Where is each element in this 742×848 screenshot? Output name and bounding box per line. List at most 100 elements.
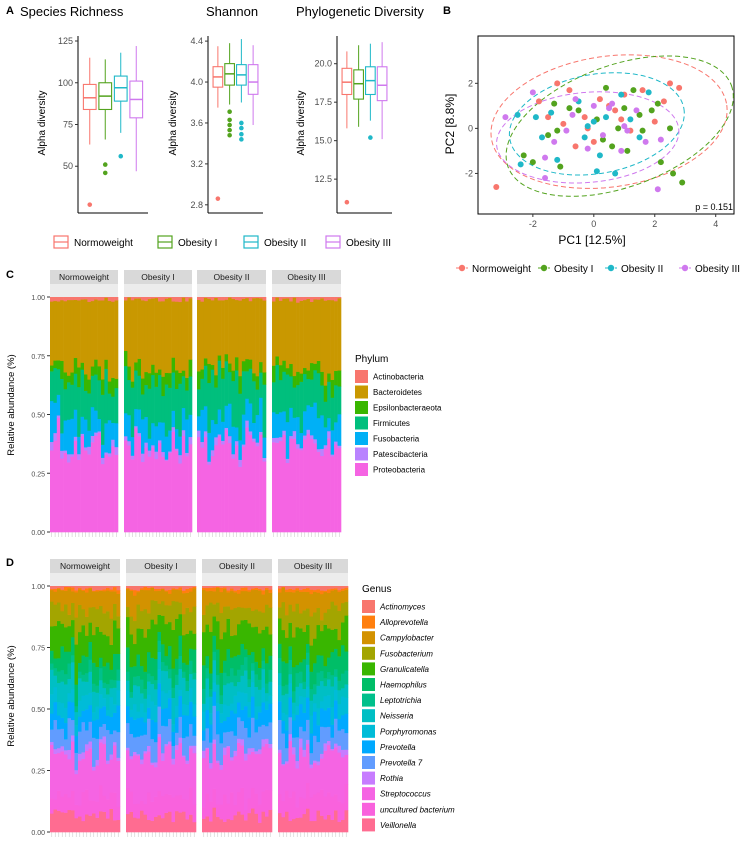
- genus-facet-obesity-i-segment-veillonella: [161, 818, 165, 833]
- genus-facet-normoweight-segment-alloprevotella: [95, 589, 100, 592]
- genus-facet-obesity-i-segment-campylobacter: [150, 587, 155, 601]
- genus-facet-normoweight-segment-neisseria: [57, 682, 61, 702]
- genus-facet-normoweight-segment-alloprevotella: [81, 589, 86, 591]
- genus-facet-obesity-iii-segment-veillonella: [313, 820, 317, 833]
- genus-facet-obesity-ii-segment-uncultured-bacterium: [216, 804, 220, 818]
- genus-facet-obesity-ii-segment-rothia: [216, 760, 220, 764]
- genus-facet-obesity-ii-segment-prevotella-7: [261, 724, 266, 740]
- genus-facet-obesity-ii-segment-rothia: [247, 748, 252, 755]
- genus-facet-obesity-iii-segment-fusobacterium: [313, 612, 317, 639]
- genus-facet-obesity-ii-segment-streptococcus: [209, 768, 213, 802]
- genus-facet-obesity-iii-segment-rothia: [295, 760, 300, 769]
- phylum-facet-obesity-ii-segment-bacteroidetes: [262, 300, 267, 373]
- genus-facet-obesity-iii-segment-alloprevotella: [292, 589, 296, 593]
- genus-facet-obesity-i-segment-rothia: [126, 747, 130, 751]
- genus-facet-obesity-i-segment-rothia: [189, 745, 193, 749]
- phylum-facet-obesity-ii-segment-proteobacteria: [234, 445, 239, 533]
- phylum-legend-label-actinobacteria: Actinobacteria: [373, 373, 424, 382]
- phylum-facet-obesity-iii-segment-firmicutes: [278, 379, 283, 413]
- genus-legend-key-campylobacter: [362, 631, 375, 645]
- genus-facet-normoweight-segment-porphyromonas: [106, 709, 110, 716]
- genus-facet-obesity-iii-segment-campylobacter: [288, 591, 293, 605]
- genus-facet-obesity-iii-strip-label: Obesity III: [294, 561, 332, 571]
- phylum-facet-obesity-i-segment-patescibacteria: [164, 459, 169, 461]
- genus-facet-obesity-iii-segment-actinomyces: [295, 586, 300, 589]
- genus-facet-normoweight-segment-rothia: [74, 769, 79, 775]
- genus-facet-normoweight-segment-prevotella-7: [116, 731, 121, 758]
- genus-facet-obesity-i-segment-leptotrichia: [185, 680, 190, 692]
- phylum-facet-obesity-i-segment-epsilonbacteraeota: [124, 350, 128, 367]
- genus-facet-normoweight-segment-granulicatella: [71, 619, 75, 638]
- phylum-facet-obesity-i-segment-proteobacteria: [134, 427, 138, 533]
- genus-facet-obesity-ii-segment-campylobacter: [230, 590, 234, 610]
- phylum-facet-obesity-i-segment-proteobacteria: [168, 452, 172, 533]
- genus-facet-obesity-i-segment-haemophilus: [129, 666, 134, 693]
- genus-facet-obesity-iii-segment-alloprevotella: [320, 590, 324, 595]
- genus-facet-obesity-ii-segment-campylobacter: [216, 587, 220, 603]
- genus-legend-label-prevotella: Prevotella: [380, 743, 416, 752]
- genus-facet-obesity-i-segment-veillonella: [171, 821, 176, 833]
- phylum-facet-obesity-ii-segment-patescibacteria: [197, 430, 201, 438]
- phylum-facet-obesity-iii-segment-firmicutes: [306, 378, 311, 406]
- genus-facet-obesity-iii-segment-haemophilus: [285, 662, 289, 685]
- phylum-facet-obesity-iii-segment-patescibacteria: [296, 443, 300, 449]
- genus-facet-obesity-ii-segment-uncultured-bacterium: [212, 788, 217, 808]
- genus-legend-label-alloprevotella: Alloprevotella: [379, 618, 429, 627]
- genus-facet-normoweight-segment-alloprevotella: [85, 588, 89, 593]
- phylum-facet-obesity-ii-segment-bacteroidetes: [214, 297, 218, 376]
- genus-legend-key-leptotrichia: [362, 693, 375, 707]
- phylum-facet-obesity-i-segment-firmicutes: [147, 388, 152, 439]
- genus-facet-normoweight-segment-uncultured-bacterium: [57, 790, 61, 811]
- genus-facet-obesity-i-segment-uncultured-bacterium: [168, 794, 172, 812]
- genus-facet-normoweight-strip: [50, 559, 120, 573]
- genus-facet-obesity-iii-segment-granulicatella: [337, 639, 342, 657]
- shannon-box-obesity-i-outlier: [227, 127, 232, 133]
- phylum-facet-obesity-iii-segment-actinobacteria: [327, 297, 331, 301]
- genus-facet-obesity-i-segment-neisseria: [136, 686, 141, 712]
- genus-legend-label-porphyromonas: Porphyromonas: [380, 727, 436, 736]
- genus-facet-obesity-iii-segment-prevotella-7: [288, 717, 293, 735]
- genus-facet-obesity-i-segment-streptococcus: [189, 747, 193, 788]
- genus-facet-obesity-ii-strip: [202, 559, 272, 573]
- genus-facet-obesity-i-segment-haemophilus: [154, 658, 158, 681]
- phylum-facet-obesity-iii-segment-bacteroidetes: [275, 297, 280, 357]
- phylum-facet-normoweight-segment-bacteroidetes: [80, 299, 85, 363]
- phylum-facet-normoweight-segment-proteobacteria: [50, 450, 54, 533]
- genus-facet-obesity-i-segment-uncultured-bacterium: [182, 798, 186, 812]
- genus-facet-obesity-ii-segment-granulicatella: [205, 624, 210, 657]
- phylum-facet-obesity-iii-segment-epsilonbacteraeota: [323, 385, 328, 402]
- genus-facet-obesity-i-segment-streptococcus: [129, 758, 134, 792]
- pca-point-obesity-i: [551, 100, 558, 107]
- phylum-facet-obesity-iii-segment-patescibacteria: [285, 458, 290, 464]
- genus-facet-normoweight-segment-streptococcus: [99, 742, 103, 786]
- phylum-facet-obesity-i-segment-fusobacteria: [181, 407, 186, 431]
- phylum-facet-normoweight-segment-patescibacteria: [53, 432, 58, 441]
- genus-facet-obesity-iii-segment-granulicatella: [285, 637, 289, 664]
- phylum-facet-obesity-ii-segment-bacteroidetes: [248, 300, 253, 360]
- genus-facet-obesity-i-segment-uncultured-bacterium: [129, 791, 134, 812]
- phylum-facet-normoweight-segment-firmicutes: [111, 396, 115, 424]
- phylum-facet-normoweight-segment-proteobacteria: [104, 454, 109, 533]
- genus-facet-normoweight-segment-prevotella-7: [74, 752, 79, 771]
- genus-facet-normoweight-segment-prevotella: [116, 705, 121, 733]
- genus-facet-obesity-i-segment-fusobacterium: [192, 606, 197, 634]
- genus-facet-obesity-i-segment-prevotella-7: [154, 741, 158, 763]
- genus-facet-obesity-i-segment-haemophilus: [178, 635, 183, 657]
- genus-facet-obesity-iii-segment-alloprevotella: [306, 587, 310, 593]
- genus-facet-obesity-iii-segment-alloprevotella: [334, 588, 338, 590]
- phylum-facet-obesity-i-segment-bacteroidetes: [154, 297, 159, 373]
- phylum-facet-obesity-iii-segment-proteobacteria: [327, 438, 331, 533]
- pca-point-normoweight: [535, 98, 542, 105]
- species-richness-box-obesity-i-outlier: [102, 170, 108, 176]
- genus-facet-normoweight-segment-actinomyces: [102, 586, 107, 590]
- genus-facet-obesity-i-segment-neisseria: [126, 680, 130, 691]
- genus-facet-normoweight-segment-campylobacter: [78, 589, 82, 605]
- genus-facet-obesity-iii-segment-alloprevotella: [299, 589, 303, 593]
- phylum-facet-normoweight-segment-fusobacteria: [80, 416, 85, 434]
- genus-legend-label-rothia: Rothia: [380, 774, 404, 783]
- genus-facet-obesity-i-segment-prevotella-7: [129, 733, 134, 757]
- genus-facet-normoweight-segment-granulicatella: [78, 631, 82, 663]
- genus-facet-normoweight-segment-prevotella-7: [85, 730, 89, 745]
- genus-facet-normoweight-segment-granulicatella: [102, 634, 107, 667]
- species-richness-tick-label: 75: [63, 120, 73, 130]
